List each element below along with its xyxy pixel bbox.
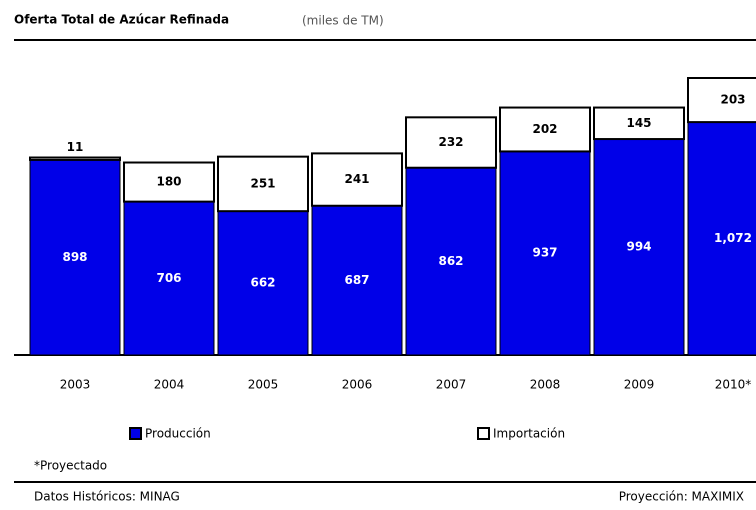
data-label: 180 (156, 175, 181, 189)
bar-segment (687, 77, 756, 124)
bar-segment (311, 152, 403, 207)
x-tick-label: 2010* (715, 378, 752, 392)
chart-title: Oferta Total de Azúcar Refinada (14, 13, 229, 27)
bar-segment (499, 106, 591, 153)
x-tick-label: 2006 (342, 378, 373, 392)
bar-segment (217, 210, 309, 356)
data-label: 662 (250, 276, 275, 290)
x-tick-label: 2007 (436, 378, 467, 392)
data-label: 687 (344, 273, 369, 287)
x-tick-label: 2008 (530, 378, 561, 392)
legend-swatch (129, 427, 142, 440)
bar-segment (405, 116, 497, 169)
data-label: 898 (62, 250, 87, 264)
legend-label: Producción (145, 427, 211, 441)
bar-segment (29, 156, 121, 161)
bar-segment (311, 205, 403, 356)
data-label: 202 (532, 122, 557, 136)
bar-segment (687, 121, 756, 356)
legend-label: Importación (493, 427, 565, 441)
data-label: 862 (438, 254, 463, 268)
data-label: 203 (720, 93, 745, 107)
source-right: Proyección: MAXIMIX (619, 490, 744, 504)
x-tick-label: 2005 (248, 378, 279, 392)
data-label: 251 (250, 176, 275, 190)
data-label: 994 (626, 240, 651, 254)
data-label: 232 (438, 135, 463, 149)
x-tick-label: 2003 (60, 378, 91, 392)
x-tick-label: 2004 (154, 378, 185, 392)
source-left: Datos Históricos: MINAG (34, 490, 180, 504)
bar-segment (593, 106, 685, 141)
x-tick-label: 2009 (624, 378, 655, 392)
data-label: 241 (344, 172, 369, 186)
bar-segment (405, 167, 497, 356)
bar-segment (217, 155, 309, 213)
bar-segment (123, 161, 215, 203)
chart-subtitle: (miles de TM) (302, 14, 384, 28)
data-label: 145 (626, 116, 651, 130)
data-label: 937 (532, 246, 557, 260)
bar-segment (593, 138, 685, 356)
footnote: *Proyectado (34, 459, 107, 473)
bar-segment (499, 150, 591, 356)
data-label: 706 (156, 271, 181, 285)
bar-segment (29, 159, 121, 356)
data-label: 1,072 (714, 231, 752, 245)
legend-swatch (477, 427, 490, 440)
data-label: 11 (67, 140, 84, 154)
